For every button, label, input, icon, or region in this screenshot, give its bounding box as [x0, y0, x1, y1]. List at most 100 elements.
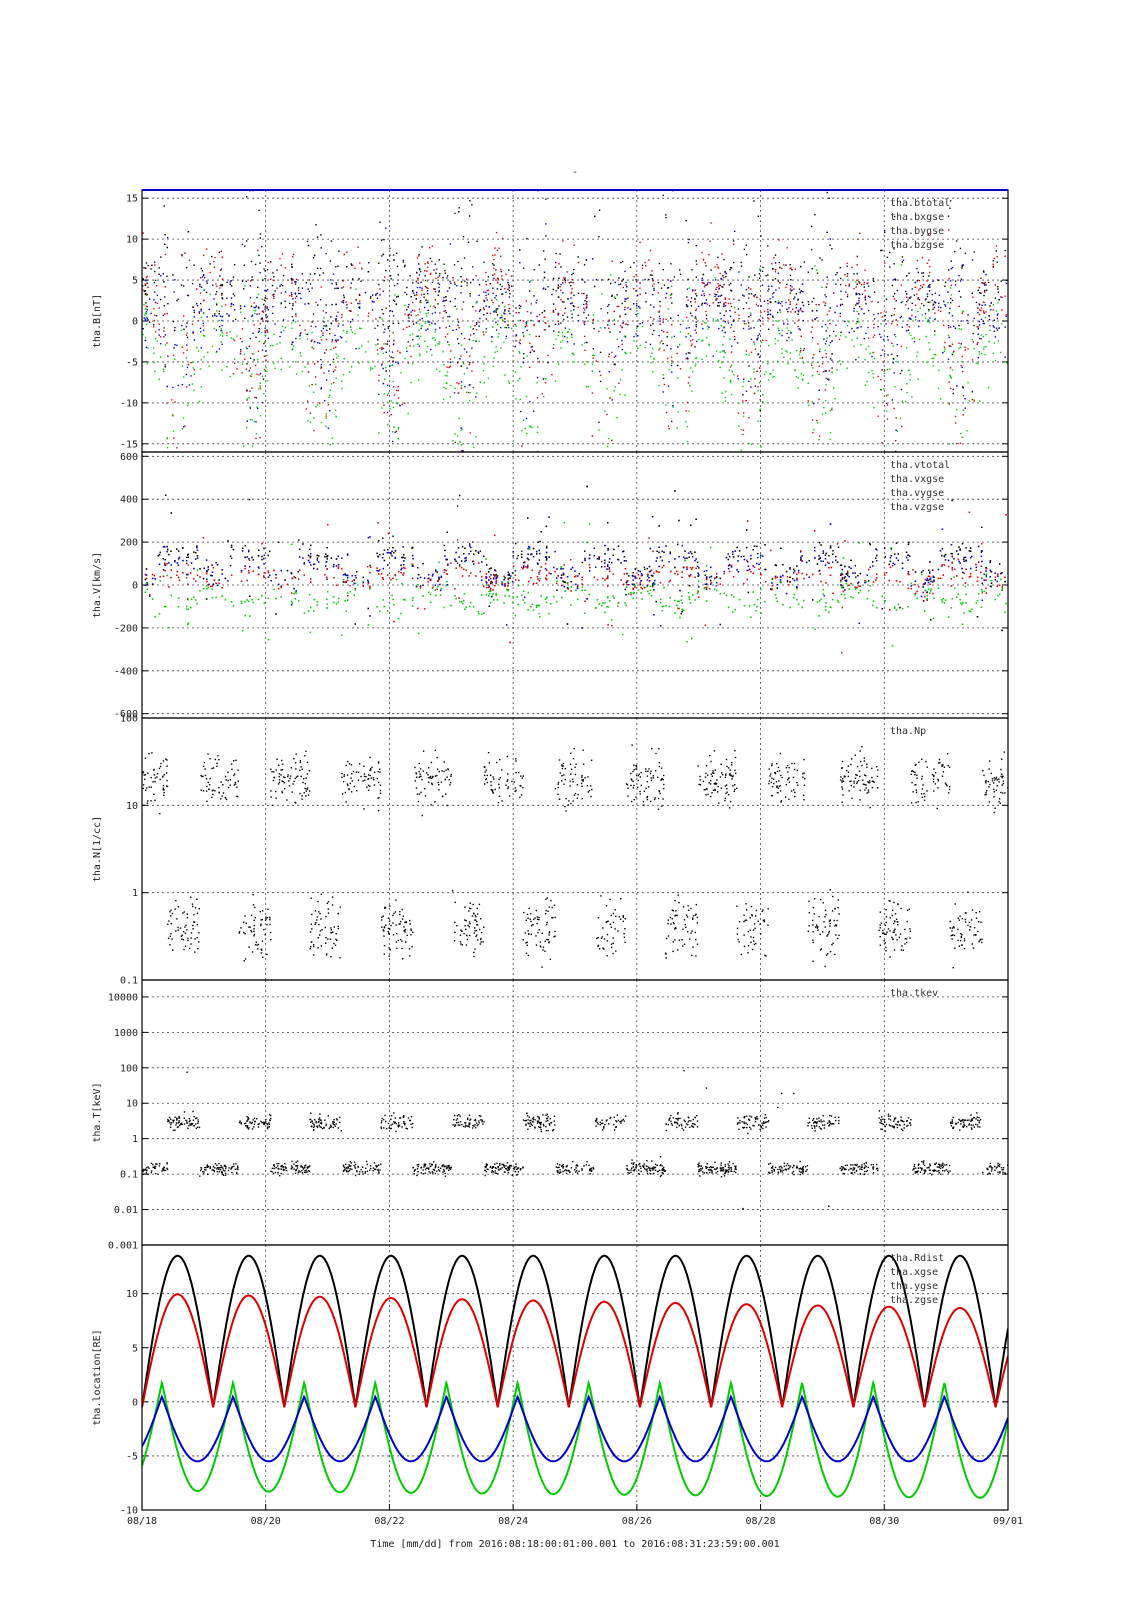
data-point: [891, 320, 893, 323]
data-point: [338, 250, 340, 252]
data-point: [547, 286, 549, 288]
data-point: [587, 314, 590, 316]
data-point: [909, 379, 911, 381]
data-point: [381, 346, 383, 349]
data-point: [153, 361, 156, 364]
data-point: [740, 284, 742, 286]
data-point: [562, 291, 564, 294]
data-point: [633, 288, 635, 290]
data-point: [785, 264, 787, 266]
data-point: [769, 309, 771, 312]
data-point: [358, 362, 360, 364]
data-point: [325, 425, 327, 428]
data-point: [164, 253, 167, 256]
data-point: [772, 369, 774, 371]
data-point: [694, 365, 696, 367]
data-point: [271, 284, 274, 287]
data-point: [433, 288, 435, 290]
data-point: [379, 347, 381, 349]
data-point: [724, 305, 727, 307]
data-point: [877, 326, 879, 328]
data-point: [761, 270, 764, 272]
data-point: [896, 289, 898, 292]
data-point: [916, 355, 918, 358]
data-point: [710, 269, 712, 271]
data-point: [883, 372, 886, 374]
data-point: [723, 302, 725, 304]
data-point: [536, 397, 539, 399]
data-point: [706, 325, 709, 327]
data-point: [349, 585, 351, 587]
data-point: [715, 294, 718, 296]
data-point: [825, 286, 828, 288]
data-point: [495, 295, 497, 297]
data-point: [146, 323, 148, 326]
data-point: [845, 336, 847, 338]
data-point: [202, 329, 205, 331]
data-point: [584, 349, 586, 351]
data-point: [382, 253, 385, 256]
data-point: [737, 342, 739, 344]
data-point: [454, 212, 456, 215]
data-point: [515, 340, 517, 342]
data-point: [816, 419, 818, 422]
data-point: [570, 297, 572, 299]
data-point: [159, 336, 162, 338]
data-point: [460, 444, 463, 446]
data-point: [858, 297, 860, 299]
data-point: [146, 275, 148, 278]
data-point: [408, 317, 410, 319]
data-point: [609, 396, 611, 399]
data-point: [639, 323, 641, 325]
data-point: [522, 267, 525, 269]
data-point: [341, 316, 343, 319]
data-point: [336, 357, 338, 359]
data-point: [435, 272, 437, 274]
data-point: [871, 355, 873, 358]
data-point: [154, 338, 157, 340]
data-point: [835, 324, 837, 326]
data-point: [796, 349, 798, 352]
data-point: [996, 314, 998, 316]
data-point: [934, 330, 936, 332]
data-point: [176, 447, 178, 449]
data-point: [419, 270, 422, 273]
data-point: [570, 302, 572, 305]
data-point: [890, 323, 893, 325]
data-point: [668, 428, 670, 430]
data-point: [677, 314, 679, 317]
data-point: [977, 289, 979, 291]
data-point: [995, 310, 998, 312]
data-point: [243, 288, 245, 290]
data-point: [533, 323, 535, 326]
data-point: [320, 367, 322, 369]
data-point: [595, 360, 598, 362]
data-point: [662, 318, 664, 320]
data-point: [767, 311, 769, 313]
data-point: [214, 313, 216, 315]
data-point: [250, 305, 253, 307]
data-point: [391, 351, 394, 353]
data-point: [519, 377, 521, 380]
data-point: [255, 437, 257, 440]
data-point: [383, 404, 385, 406]
data-point: [220, 284, 222, 286]
data-point: [625, 298, 627, 300]
data-point: [199, 368, 202, 370]
data-point: [148, 298, 151, 300]
data-point: [733, 374, 735, 376]
data-point: [994, 284, 997, 286]
data-point: [929, 286, 931, 288]
data-point: [280, 292, 282, 294]
data-point: [665, 292, 668, 295]
data-point: [557, 287, 559, 289]
data-point: [390, 413, 392, 416]
data-point: [794, 322, 796, 324]
data-point: [289, 302, 291, 305]
data-point: [688, 410, 690, 412]
data-point: [906, 293, 908, 295]
data-point: [263, 299, 266, 301]
data-point: [649, 249, 652, 252]
data-point: [163, 281, 165, 283]
data-point: [456, 362, 459, 364]
